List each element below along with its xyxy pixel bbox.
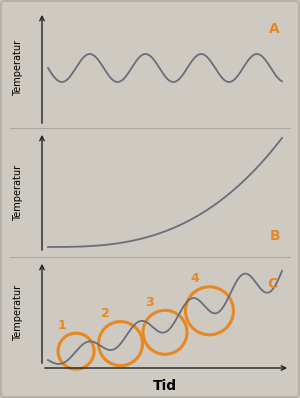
- Text: B: B: [269, 229, 280, 243]
- Text: 4: 4: [190, 272, 199, 285]
- Text: 1: 1: [58, 319, 67, 332]
- Text: C: C: [268, 277, 278, 291]
- Text: 3: 3: [146, 296, 154, 309]
- Text: Temperatur: Temperatur: [13, 164, 23, 220]
- Text: Tid: Tid: [153, 379, 177, 393]
- Text: 2: 2: [101, 307, 110, 320]
- Text: A: A: [269, 22, 280, 36]
- Text: Temperatur: Temperatur: [13, 285, 23, 341]
- Text: Temperatur: Temperatur: [13, 40, 23, 96]
